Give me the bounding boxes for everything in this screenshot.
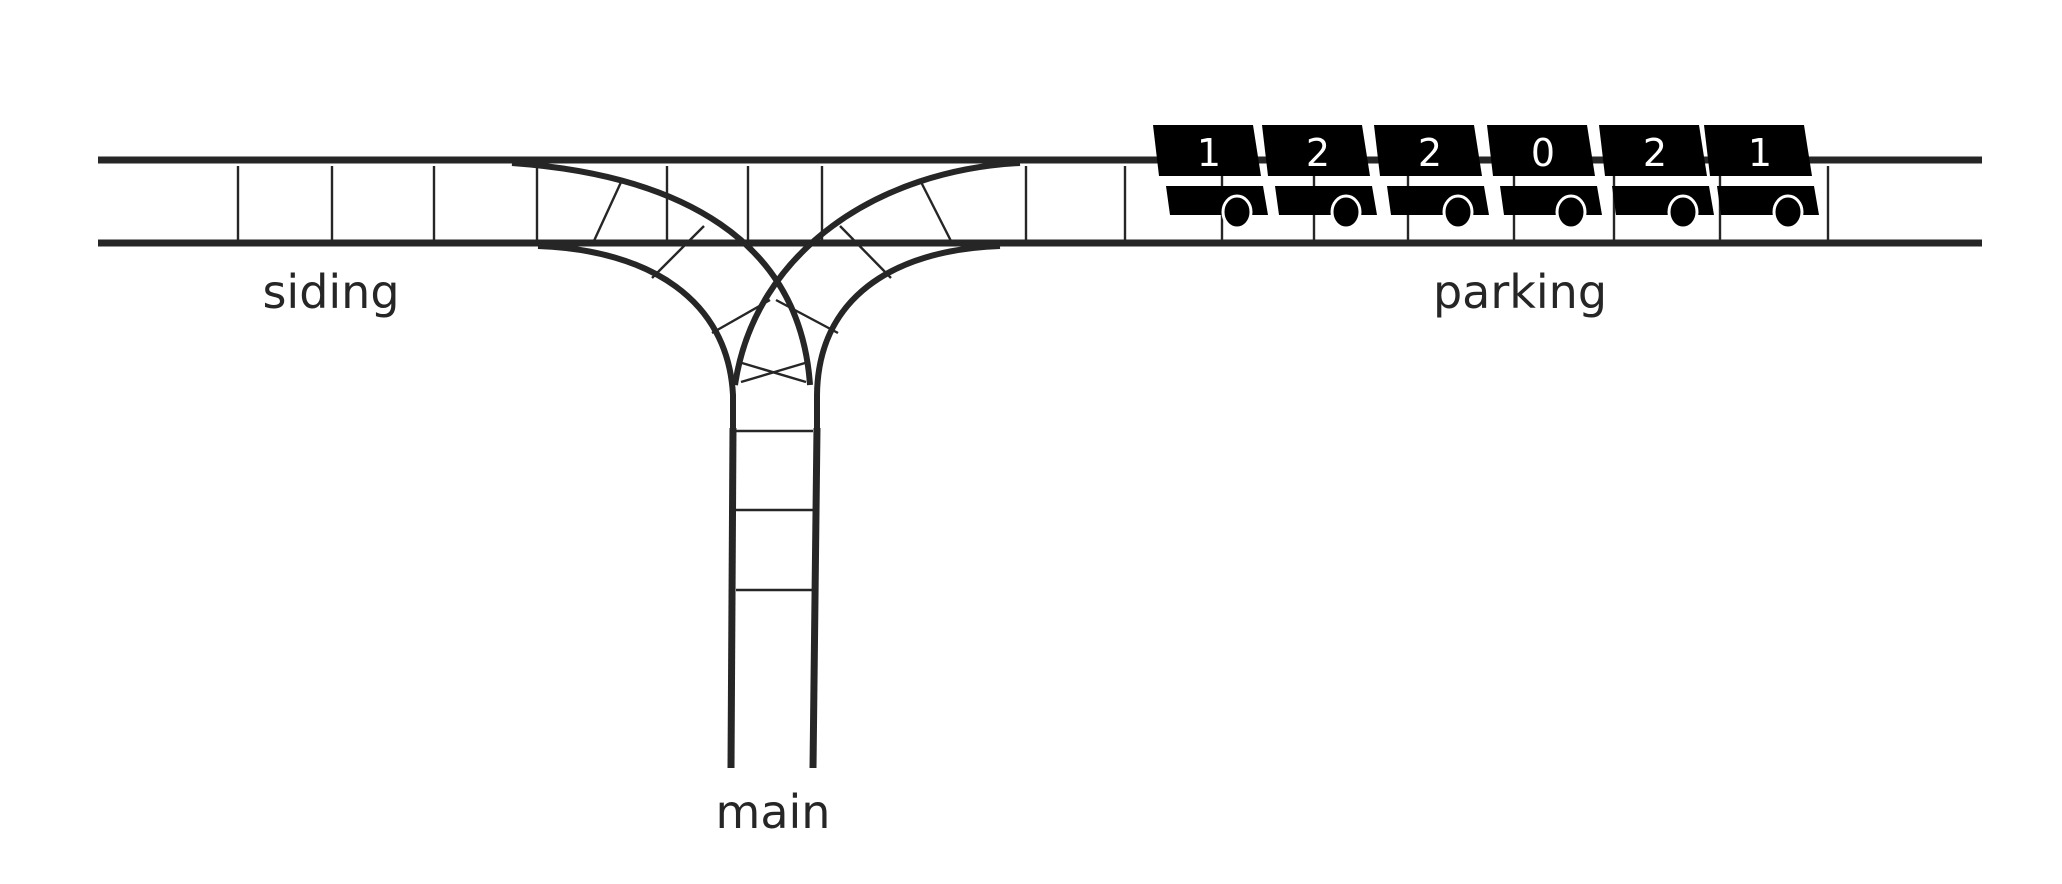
tie bbox=[839, 225, 892, 279]
car-wheel bbox=[1772, 194, 1804, 230]
car-wheel bbox=[1667, 194, 1699, 230]
car: 2 bbox=[1374, 125, 1489, 230]
tie bbox=[918, 179, 954, 244]
car-top bbox=[1704, 125, 1812, 176]
left-curve-inner bbox=[537, 243, 736, 430]
car: 1 bbox=[1704, 125, 1819, 230]
parking-label: parking bbox=[1433, 265, 1607, 319]
car-top bbox=[1487, 125, 1595, 176]
car-number: 2 bbox=[1306, 131, 1330, 175]
car-top bbox=[1153, 125, 1261, 176]
car-number: 2 bbox=[1418, 131, 1442, 175]
car-wheel bbox=[1555, 194, 1587, 230]
right-curve-outer bbox=[732, 160, 1021, 386]
tie bbox=[591, 179, 624, 244]
car-number: 1 bbox=[1197, 131, 1221, 175]
car: 2 bbox=[1599, 125, 1714, 230]
main-label: main bbox=[716, 785, 831, 839]
car-wheel bbox=[1442, 194, 1474, 230]
tie bbox=[711, 298, 771, 335]
car-top bbox=[1599, 125, 1707, 176]
car: 0 bbox=[1487, 125, 1602, 230]
tie bbox=[651, 225, 705, 279]
car-top bbox=[1374, 125, 1482, 176]
siding-label: siding bbox=[262, 265, 399, 319]
car-number: 0 bbox=[1531, 131, 1555, 175]
car-base bbox=[1612, 186, 1714, 215]
car: 2 bbox=[1262, 125, 1377, 230]
junction-ties bbox=[591, 179, 954, 384]
car-base bbox=[1387, 186, 1489, 215]
car-wheel bbox=[1221, 194, 1253, 230]
car-base bbox=[1166, 186, 1268, 215]
car-base bbox=[1500, 186, 1602, 215]
main-ties bbox=[736, 429, 813, 592]
car-base bbox=[1717, 186, 1819, 215]
car-number: 2 bbox=[1643, 131, 1667, 175]
car-number: 1 bbox=[1748, 131, 1772, 175]
tie bbox=[775, 298, 839, 335]
car-wheel bbox=[1330, 194, 1362, 230]
main-left-rail bbox=[727, 427, 737, 769]
tie bbox=[741, 361, 807, 384]
main-right-rail bbox=[809, 427, 821, 769]
parked-cars: 1 2 2 0 2 1 bbox=[1153, 125, 1819, 230]
car: 1 bbox=[1153, 125, 1268, 230]
car-base bbox=[1275, 186, 1377, 215]
right-curve-inner bbox=[814, 243, 1001, 430]
car-top bbox=[1262, 125, 1370, 176]
left-curve-outer bbox=[511, 160, 813, 386]
wye-junction-curves bbox=[511, 160, 1021, 430]
